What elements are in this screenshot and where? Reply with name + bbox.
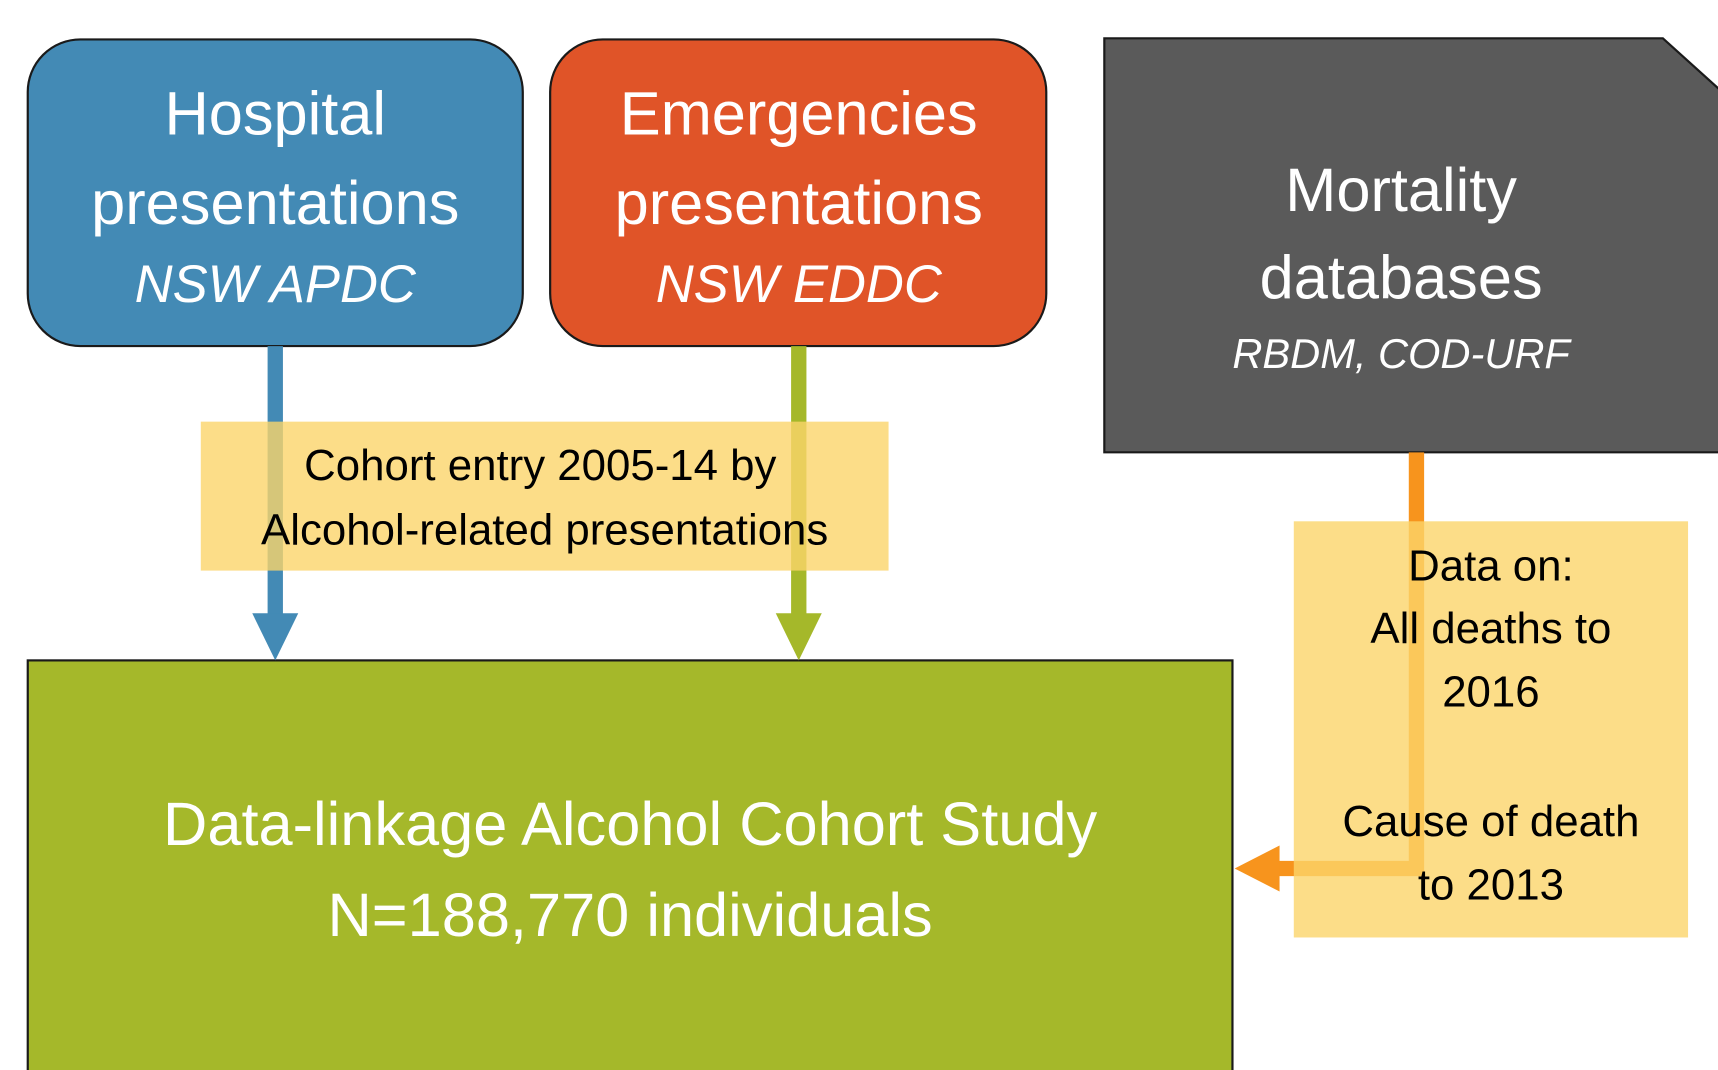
label-text: All deaths to bbox=[1370, 604, 1611, 653]
arrow-head bbox=[1234, 845, 1280, 892]
node-title: Hospital bbox=[164, 78, 386, 147]
label-text: Cause of death bbox=[1342, 797, 1639, 846]
label-text: Alcohol-related presentations bbox=[261, 506, 828, 555]
node-title: Mortality bbox=[1285, 155, 1517, 224]
mortality-box bbox=[1103, 37, 1718, 454]
node-title: Emergencies bbox=[620, 78, 978, 147]
node-title: presentations bbox=[91, 168, 459, 237]
node-title: Data-linkage Alcohol Cohort Study bbox=[163, 789, 1097, 858]
label-text: Cohort entry 2005-14 by bbox=[304, 441, 776, 490]
label-text: 2016 bbox=[1442, 668, 1539, 717]
label-text: Data on: bbox=[1408, 542, 1574, 591]
label-box bbox=[1293, 521, 1689, 938]
cohort-box bbox=[26, 659, 1234, 1070]
label-text: to 2013 bbox=[1418, 860, 1564, 909]
arrow-head bbox=[252, 613, 299, 661]
node-subtitle: NSW APDC bbox=[135, 255, 417, 314]
node-subtitle: NSW EDDC bbox=[656, 255, 943, 314]
node-title: databases bbox=[1260, 243, 1543, 312]
arrow-head bbox=[775, 613, 822, 661]
node-title: N=188,770 individuals bbox=[328, 880, 933, 949]
label-box bbox=[200, 421, 889, 571]
node-title: presentations bbox=[615, 168, 983, 237]
node-subtitle: RBDM, COD-URF bbox=[1232, 330, 1572, 377]
